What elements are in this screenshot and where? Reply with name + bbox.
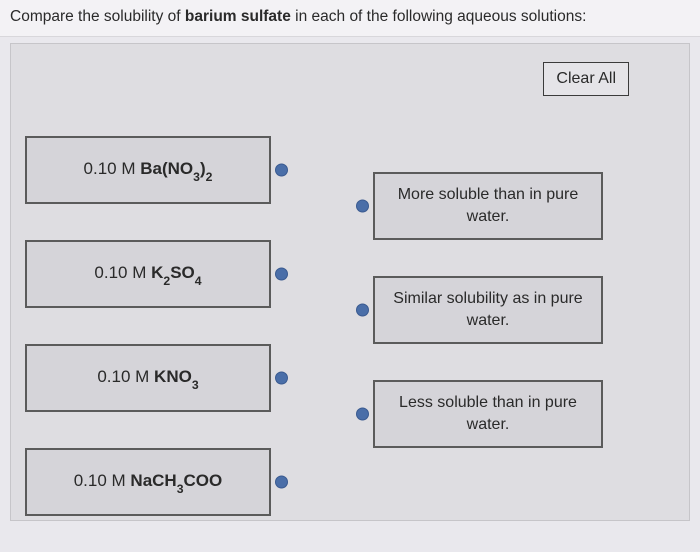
connector-dot[interactable] — [275, 164, 288, 177]
target-label: Less soluble than in pure water. — [387, 392, 589, 435]
prompt-text-post: in each of the following aqueous solutio… — [291, 8, 587, 25]
solution-label: 0.10 M Ba(NO3)2 — [84, 159, 213, 181]
solutions-column: 0.10 M Ba(NO3)2 0.10 M K2SO4 0.10 M KNO3… — [25, 136, 271, 552]
connector-dot[interactable] — [356, 304, 369, 317]
question-prompt: Compare the solubility of barium sulfate… — [0, 0, 700, 37]
solution-box-2[interactable]: 0.10 M KNO3 — [25, 344, 271, 412]
clear-all-button[interactable]: Clear All — [543, 62, 629, 96]
solution-label: 0.10 M KNO3 — [97, 367, 198, 389]
solution-box-0[interactable]: 0.10 M Ba(NO3)2 — [25, 136, 271, 204]
connector-dot[interactable] — [356, 408, 369, 421]
matching-panel: Clear All 0.10 M Ba(NO3)2 0.10 M K2SO4 0… — [10, 43, 690, 521]
connector-dot[interactable] — [275, 268, 288, 281]
target-label: More soluble than in pure water. — [387, 184, 589, 227]
prompt-compound: barium sulfate — [185, 8, 291, 25]
connector-dot[interactable] — [275, 372, 288, 385]
target-box-more[interactable]: More soluble than in pure water. — [373, 172, 603, 240]
target-label: Similar solubility as in pure water. — [387, 288, 589, 331]
solution-label: 0.10 M K2SO4 — [94, 263, 201, 285]
solution-box-3[interactable]: 0.10 M NaCH3COO — [25, 448, 271, 516]
target-box-less[interactable]: Less soluble than in pure water. — [373, 380, 603, 448]
solution-box-1[interactable]: 0.10 M K2SO4 — [25, 240, 271, 308]
connector-dot[interactable] — [275, 476, 288, 489]
target-box-similar[interactable]: Similar solubility as in pure water. — [373, 276, 603, 344]
categories-column: More soluble than in pure water. Similar… — [373, 172, 603, 484]
solution-label: 0.10 M NaCH3COO — [74, 471, 223, 493]
prompt-text-pre: Compare the solubility of — [10, 8, 185, 25]
clear-all-label: Clear All — [556, 70, 616, 87]
connector-dot[interactable] — [356, 200, 369, 213]
